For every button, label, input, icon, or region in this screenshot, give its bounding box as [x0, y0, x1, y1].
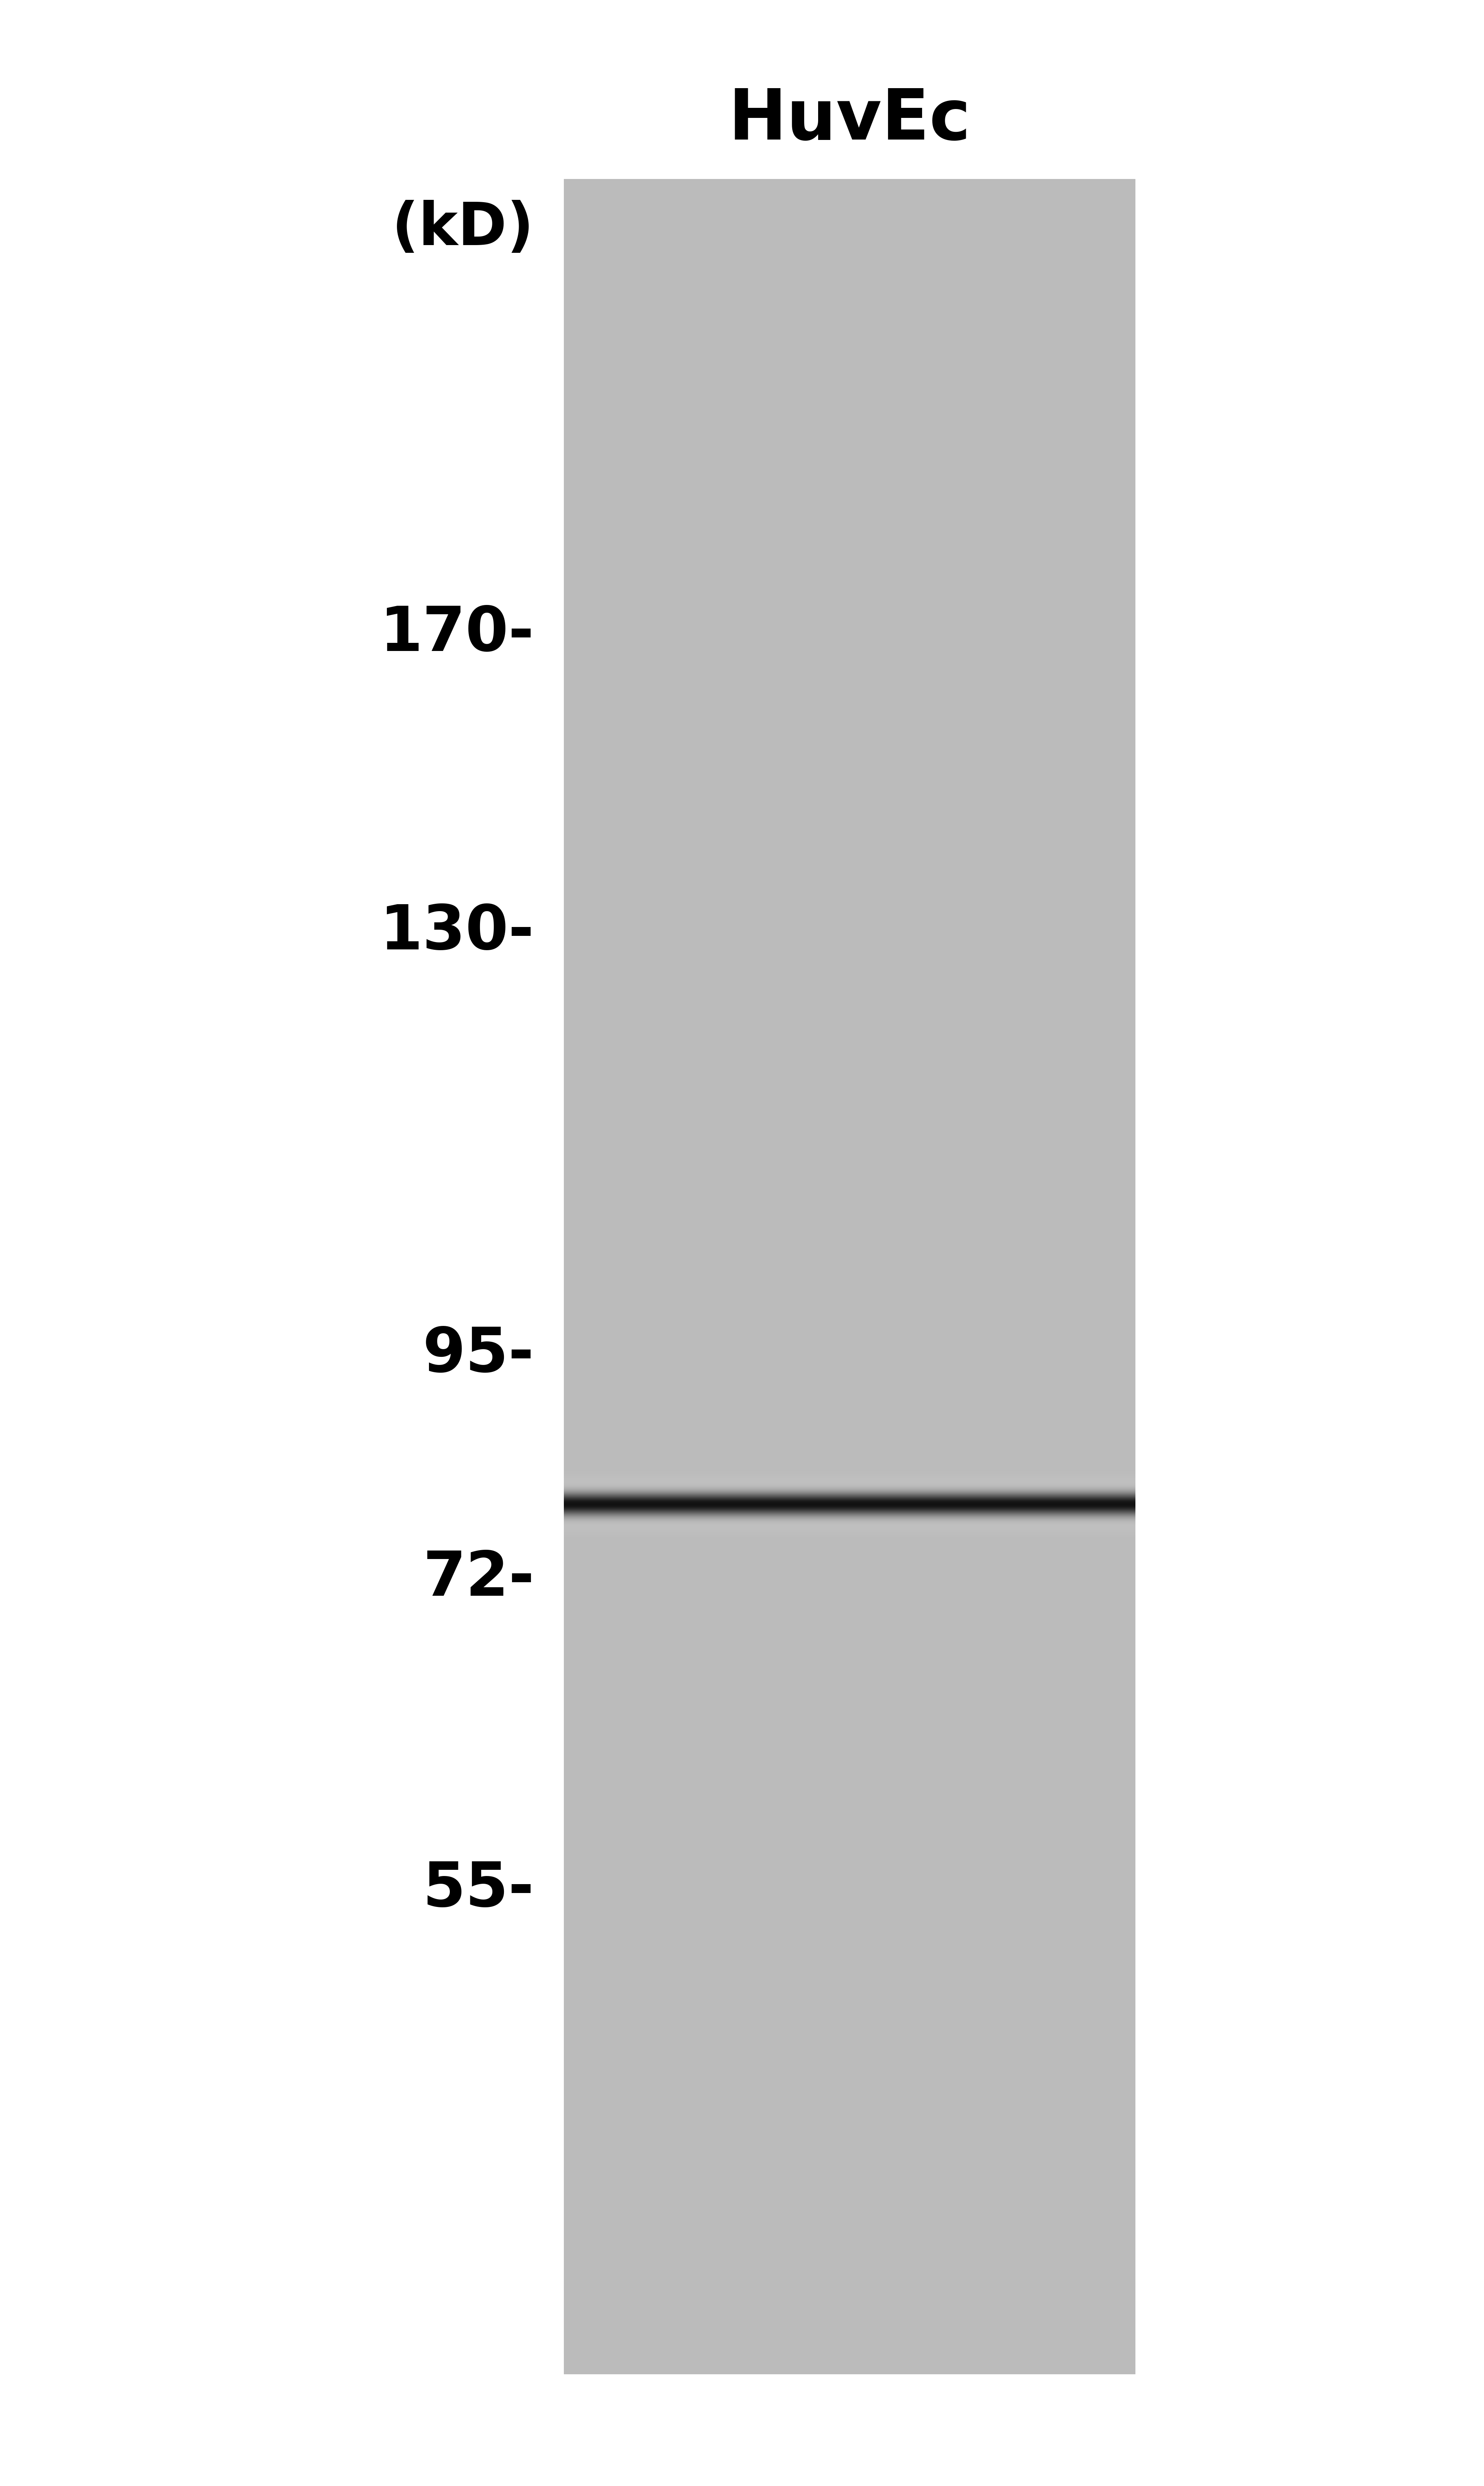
Text: (kD): (kD) [392, 199, 534, 259]
Text: 72-: 72- [423, 1549, 534, 1608]
Text: HuvEc: HuvEc [729, 87, 971, 154]
Text: 95-: 95- [423, 1325, 534, 1385]
Text: 55-: 55- [423, 1860, 534, 1919]
Text: 130-: 130- [380, 902, 534, 962]
Bar [564, 179, 1135, 2374]
Text: 170-: 170- [380, 604, 534, 664]
